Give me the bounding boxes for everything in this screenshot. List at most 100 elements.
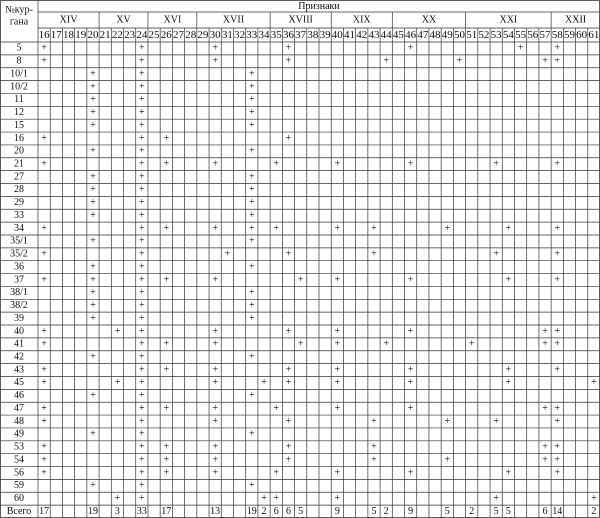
- plus: +: [139, 223, 145, 234]
- total-value: 3: [115, 506, 120, 517]
- row-label: 10/1: [10, 68, 28, 79]
- total-value: 6: [286, 506, 291, 517]
- total-value: 9: [408, 506, 413, 517]
- plus: +: [163, 159, 169, 170]
- plus: +: [554, 223, 560, 234]
- plus: +: [90, 107, 96, 118]
- row-label: 27: [14, 171, 24, 182]
- plus: +: [90, 171, 96, 182]
- group-label: XIV: [60, 14, 79, 25]
- plus: +: [41, 364, 47, 375]
- column-number: 29: [197, 30, 208, 41]
- plus: +: [408, 43, 414, 54]
- plus: +: [139, 197, 145, 208]
- plus: +: [249, 300, 255, 311]
- plus: +: [212, 442, 218, 453]
- total-value: 14: [552, 506, 562, 517]
- plus: +: [41, 56, 47, 67]
- plus: +: [90, 429, 96, 440]
- plus: +: [212, 159, 218, 170]
- column-number: 27: [173, 30, 184, 41]
- plus: +: [493, 416, 499, 427]
- plus: +: [139, 339, 145, 350]
- plus: +: [408, 159, 414, 170]
- column-number: 58: [552, 30, 563, 41]
- plus: +: [139, 171, 145, 182]
- plus: +: [286, 442, 292, 453]
- row-label: 11: [14, 94, 24, 105]
- row-label: 45: [14, 377, 24, 388]
- row-label: 47: [14, 403, 24, 414]
- plus: +: [408, 403, 414, 414]
- plus: +: [249, 68, 255, 79]
- plus: +: [139, 480, 145, 491]
- plus: +: [493, 159, 499, 170]
- plus: +: [41, 442, 47, 453]
- plus: +: [139, 94, 145, 105]
- column-number: 56: [527, 30, 538, 41]
- column-number: 42: [356, 30, 367, 41]
- plus: +: [408, 377, 414, 388]
- column-number: 31: [222, 30, 233, 41]
- plus: +: [90, 94, 96, 105]
- plus: +: [163, 339, 169, 350]
- plus: +: [139, 403, 145, 414]
- plus: +: [554, 159, 560, 170]
- total-value: 2: [469, 506, 474, 517]
- plus: +: [90, 313, 96, 324]
- plus: +: [286, 43, 292, 54]
- column-number: 51: [466, 30, 477, 41]
- column-number: 44: [381, 30, 392, 41]
- plus: +: [163, 364, 169, 375]
- plus: +: [139, 68, 145, 79]
- column-number: 46: [405, 30, 416, 41]
- plus: +: [212, 223, 218, 234]
- plus: +: [335, 377, 341, 388]
- plus: +: [542, 442, 548, 453]
- plus: +: [273, 493, 279, 504]
- group-label: XVII: [223, 14, 244, 25]
- total-value: 2: [591, 506, 596, 517]
- column-number: 20: [87, 30, 98, 41]
- plus: +: [249, 236, 255, 247]
- plus: +: [249, 171, 255, 182]
- plus: +: [212, 56, 218, 67]
- plus: +: [212, 43, 218, 54]
- plus: +: [139, 416, 145, 427]
- column-number: 38: [307, 30, 318, 41]
- column-number: 22: [112, 30, 123, 41]
- plus: +: [41, 249, 47, 260]
- plus: +: [249, 197, 255, 208]
- column-number: 28: [185, 30, 196, 41]
- group-label: XXI: [499, 14, 517, 25]
- plus: +: [591, 377, 597, 388]
- row-label: 15: [14, 120, 24, 131]
- plus: +: [335, 364, 341, 375]
- plus: +: [163, 467, 169, 478]
- total-value: 6: [543, 506, 548, 517]
- plus: +: [163, 442, 169, 453]
- total-value: 9: [335, 506, 340, 517]
- plus: +: [90, 146, 96, 157]
- plus: +: [249, 146, 255, 157]
- column-number: 40: [332, 30, 343, 41]
- plus: +: [41, 467, 47, 478]
- plus: +: [335, 326, 341, 337]
- row-label: 60: [14, 493, 24, 504]
- row-label: 38/1: [10, 287, 28, 298]
- column-number: 57: [540, 30, 551, 41]
- column-number: 17: [51, 30, 62, 41]
- plus: +: [41, 43, 47, 54]
- plus: +: [335, 493, 341, 504]
- row-label: 29: [14, 197, 24, 208]
- plus: +: [444, 454, 450, 465]
- plus: +: [139, 351, 145, 362]
- plus: +: [212, 467, 218, 478]
- column-number: 24: [136, 30, 147, 41]
- column-number: 37: [295, 30, 306, 41]
- plus: +: [335, 223, 341, 234]
- plus: +: [408, 274, 414, 285]
- column-number: 54: [503, 30, 514, 41]
- header-title: Признаки: [298, 1, 340, 12]
- plus: +: [469, 339, 475, 350]
